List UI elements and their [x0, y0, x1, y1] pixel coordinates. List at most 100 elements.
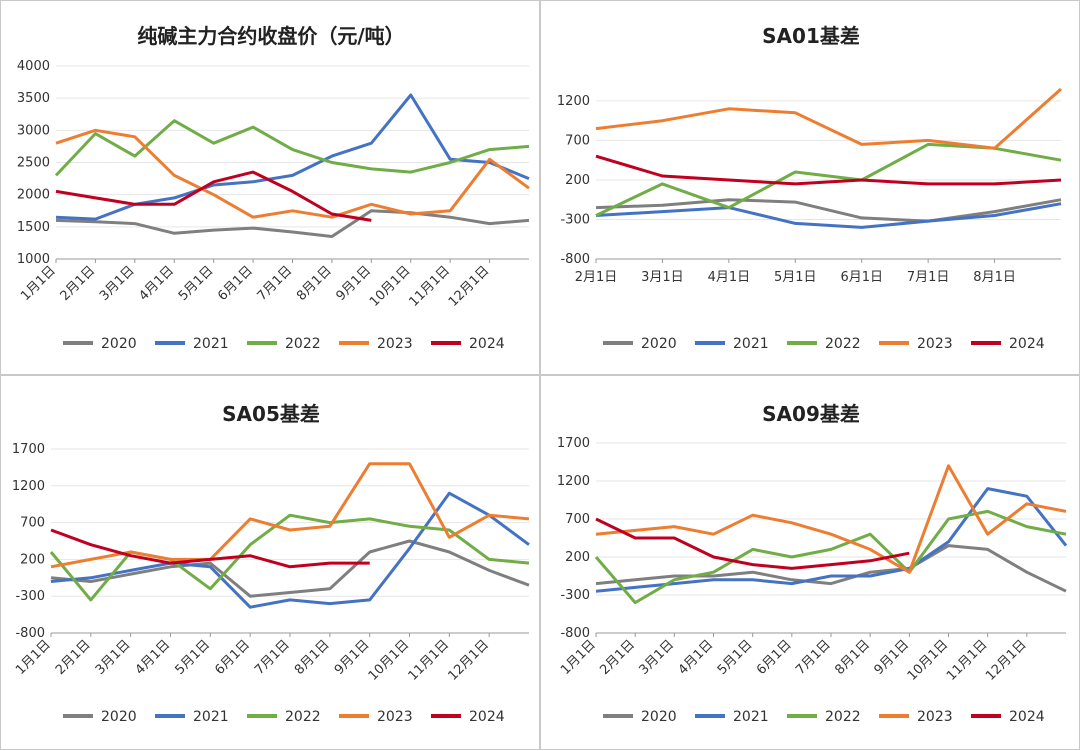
x-tick-label: 5月1日 — [774, 270, 817, 285]
chart-panel-sa01: SA01基差 1200 700 200 -300 -800 2月1日 3月1日 4月1日 5月1日… — [540, 0, 1080, 375]
x-tick-label: 1月1日 — [18, 263, 59, 304]
chart-panel-sa09: SA09基差 1700 1200 700 200 -300 -800 1月1日 2月1日 3月1日… — [540, 375, 1080, 750]
y-tick-label: 200 — [20, 552, 45, 567]
x-tick-label: 7月1日 — [255, 263, 296, 304]
x-tick-label: 10月1日 — [366, 637, 413, 684]
series-line-2024 — [55, 170, 372, 222]
y-tick-label: 3500 — [17, 91, 50, 106]
x-tick-label: 11月1日 — [944, 637, 991, 684]
y-tick-label: -800 — [560, 626, 590, 641]
chart-panel-price: 纯碱主力合约收盘价（元/吨） 4000 3500 3000 2500 2000 1500 10… — [0, 0, 540, 375]
x-tick-label: 2月1日 — [53, 637, 94, 678]
chart-title: SA01基差 — [762, 24, 860, 48]
legend-label-2021: 2021 — [193, 709, 229, 725]
chart-sa09-svg: SA09基差 1700 1200 700 200 -300 -8001月1日2月1日3月1日… — [557, 402, 1068, 725]
chart-panel-sa05: SA05基差 1700 1200 700 200 -300 -800 1月1日 2月1日 3月1日… — [0, 375, 540, 750]
series-line-2020 — [595, 544, 1067, 593]
x-tick-label: 3月1日 — [97, 263, 138, 304]
x-tick-label: 1月1日 — [558, 637, 599, 678]
x-tick-label: 10月1日 — [905, 637, 952, 684]
legend-label-2023: 2023 — [377, 336, 413, 352]
legend-label-2024: 2024 — [1009, 709, 1045, 725]
x-tick-label: 4月1日 — [136, 263, 177, 304]
x-tick-label: 8月1日 — [294, 263, 335, 304]
y-tick-label: 1500 — [17, 220, 50, 235]
legend-label-2023: 2023 — [917, 709, 953, 725]
series-line-2024 — [595, 154, 1062, 186]
y-tick-label: 700 — [565, 512, 590, 527]
chart-sa01-svg: SA01基差 1200 700 200 -300 -800 2月1日 3月1日 4月1日 5月1日… — [557, 24, 1062, 352]
chart-title: SA05基差 — [222, 402, 320, 426]
x-tick-label: 1月1日 — [13, 637, 54, 678]
legend-label-2020: 2020 — [101, 336, 137, 352]
x-tick-label: 7月1日 — [907, 270, 950, 285]
x-tick-label: 4月1日 — [133, 637, 174, 678]
x-tick-label: 5月1日 — [172, 637, 213, 678]
y-tick-label: 2500 — [17, 156, 50, 171]
y-tick-label: -300 — [15, 589, 45, 604]
y-tick-label: -800 — [15, 626, 45, 641]
y-tick-label: -800 — [560, 252, 590, 267]
y-tick-label: 3000 — [17, 123, 50, 138]
x-tick-label: 4月1日 — [676, 637, 717, 678]
x-tick-label: 8月1日 — [832, 637, 873, 678]
x-tick-label: 6月1日 — [754, 637, 795, 678]
chart-price-svg: 纯碱主力合约收盘价（元/吨） 4000 3500 3000 2500 2000 1500 10… — [17, 24, 530, 352]
x-tick-label: 2月1日 — [575, 270, 618, 285]
series-line-2022 — [54, 119, 530, 177]
series-line-2022 — [49, 513, 530, 602]
x-tick-label: 3月1日 — [93, 637, 134, 678]
y-tick-label: 1000 — [17, 252, 50, 267]
legend-label-2021: 2021 — [733, 336, 769, 352]
legend-label-2022: 2022 — [285, 336, 321, 352]
legend-label-2020: 2020 — [641, 709, 677, 725]
y-tick-label: 1200 — [557, 94, 590, 109]
x-tick-label: 10月1日 — [367, 263, 414, 310]
legend-label-2023: 2023 — [917, 336, 953, 352]
chart-title: 纯碱主力合约收盘价（元/吨） — [137, 24, 404, 48]
series-line-2021 — [595, 202, 1062, 229]
legend-label-2020: 2020 — [101, 709, 137, 725]
x-tick-label: 6月1日 — [215, 263, 256, 304]
y-tick-label: 700 — [565, 133, 590, 148]
series-line-2022 — [594, 509, 1067, 605]
y-tick-label: -300 — [560, 588, 590, 603]
series-line-2023 — [595, 87, 1062, 150]
legend-label-2022: 2022 — [285, 709, 321, 725]
legend-label-2022: 2022 — [825, 336, 861, 352]
x-tick-label: 3月1日 — [636, 637, 677, 678]
x-tick-label: 2月1日 — [58, 263, 99, 304]
x-tick-label: 11月1日 — [406, 637, 453, 684]
series-line-2024 — [50, 528, 370, 569]
y-tick-label: -300 — [560, 212, 590, 227]
x-tick-label: 5月1日 — [176, 263, 217, 304]
y-tick-label: 1700 — [557, 436, 590, 451]
series-line-2020 — [595, 198, 1062, 223]
series-line-2020 — [50, 539, 530, 598]
x-tick-label: 6月1日 — [840, 270, 883, 285]
x-tick-label: 12月1日 — [446, 263, 493, 310]
x-tick-label: 8月1日 — [292, 637, 333, 678]
series-line-2023 — [595, 464, 1067, 574]
x-tick-label: 12月1日 — [445, 637, 492, 684]
x-tick-label: 12月1日 — [983, 637, 1030, 684]
x-tick-label: 2月1日 — [597, 637, 638, 678]
legend-label-2021: 2021 — [733, 709, 769, 725]
y-tick-label: 2000 — [17, 188, 50, 203]
x-tick-label: 3月1日 — [641, 270, 684, 285]
y-tick-label: 200 — [565, 173, 590, 188]
legend-label-2024: 2024 — [1009, 336, 1045, 352]
y-tick-label: 1700 — [12, 442, 45, 457]
y-tick-label: 200 — [565, 550, 590, 565]
x-tick-label: 7月1日 — [793, 637, 834, 678]
series-line-2020 — [55, 209, 530, 238]
legend-label-2020: 2020 — [641, 336, 677, 352]
series-line-2023 — [55, 128, 530, 219]
series-line-2023 — [50, 462, 530, 569]
y-tick-label: 700 — [20, 516, 45, 531]
legend-label-2024: 2024 — [469, 336, 505, 352]
legend-label-2022: 2022 — [825, 709, 861, 725]
y-tick-label: 1200 — [12, 479, 45, 494]
series-line-2021 — [50, 491, 530, 609]
